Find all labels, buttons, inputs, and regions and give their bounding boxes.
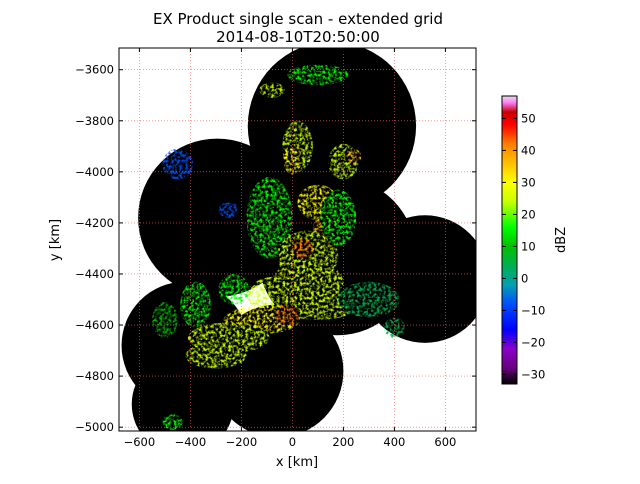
y-tick-label: −5000 [75,420,114,434]
chart-subtitle: 2014-08-10T20:50:00 [216,28,380,46]
x-axis-ticks: −600 −400 −200 0 200 400 600 [124,48,456,449]
echo-cell [185,342,247,369]
y-tick-label: −4400 [75,267,114,281]
plot-area [119,48,476,431]
plot-frame [118,47,477,432]
colorbar-tick-label: 30 [521,175,536,189]
y-tick-label: −4000 [75,165,114,179]
echo-cell [162,148,193,180]
echo-cell [345,148,362,165]
echo-cell [218,273,250,305]
radar-coverage-disc [361,215,476,343]
grid-lines [119,48,476,431]
colorbar: 50 40 30 20 10 0 −10 −20 −30 dBZ [501,95,569,385]
y-tick-label: −4800 [75,369,114,383]
colorbar-tick-label: 10 [521,239,536,253]
echo-cell [152,302,178,338]
y-axis-label: y [km] [48,219,63,261]
x-tick-label: −400 [175,435,207,449]
x-tick-label: −200 [226,435,258,449]
echo-cell [180,281,211,328]
colorbar-gradient [501,95,518,385]
colorbar-label: dBZ [554,227,569,253]
colorbar-tick-label: 0 [521,271,528,285]
y-tick-label: −4600 [75,318,114,332]
echo-cell [320,189,357,246]
echo-cell [292,238,313,259]
echo-cell [162,414,183,430]
x-tick-label: 0 [289,435,296,449]
echo-cell [274,304,301,326]
colorbar-tick-label: −30 [521,367,545,381]
colorbar-tick-label: 50 [521,111,536,125]
x-tick-label: 200 [332,435,354,449]
y-tick-label: −3800 [75,114,114,128]
x-tick-label: 600 [434,435,456,449]
echo-cell [338,281,400,318]
radar-coverage-disc [131,353,234,431]
echo-cell [218,202,239,218]
colorbar-ticks: 50 40 30 20 10 0 −10 −20 −30 [502,111,545,381]
echo-cell [259,82,285,98]
colorbar-tick-label: −20 [521,335,545,349]
x-tick-label: −600 [124,435,156,449]
echo-cell [246,176,293,259]
x-axis-label: x [km] [276,455,318,470]
radar-echoes [152,64,405,430]
colorbar-tick-label: 40 [521,143,536,157]
y-tick-label: −4200 [75,216,114,230]
y-axis-ticks: −3600 −3800 −4000 −4200 −4400 −4600 −4800 −5000 [75,63,476,434]
colorbar-tick-label: 20 [521,207,536,221]
y-tick-label: −3600 [75,63,114,77]
colorbar-tick-label: −10 [521,303,545,317]
echo-cell [287,64,349,86]
x-tick-label: 400 [383,435,405,449]
chart-title: EX Product single scan - extended grid [153,10,443,28]
